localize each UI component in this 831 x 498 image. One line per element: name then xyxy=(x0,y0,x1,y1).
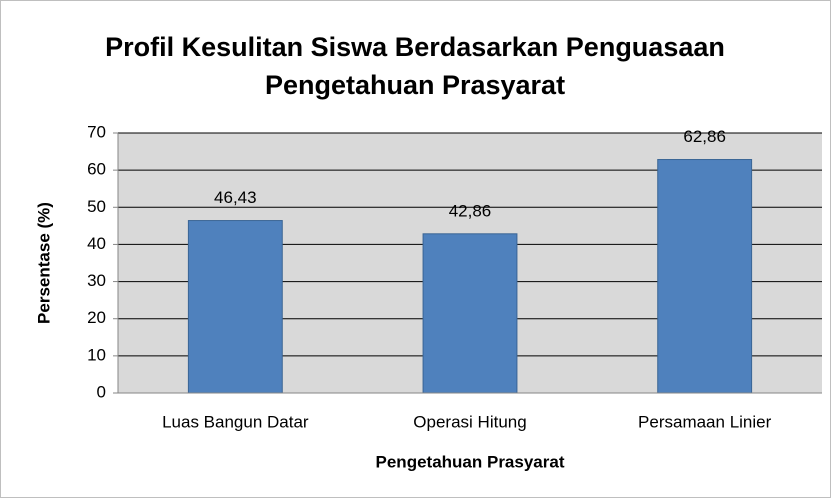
x-tick-label: Persamaan Linier xyxy=(638,412,772,431)
x-axis-label: Pengetahuan Prasyarat xyxy=(376,452,565,471)
data-label: 62,86 xyxy=(683,127,726,146)
y-tick-label: 30 xyxy=(87,271,106,290)
y-tick-label: 50 xyxy=(87,197,106,216)
bar xyxy=(422,233,518,394)
data-label: 46,43 xyxy=(214,188,257,207)
x-tick-label: Luas Bangun Datar xyxy=(162,412,309,431)
data-label: 42,86 xyxy=(449,201,492,220)
y-tick-label: 20 xyxy=(87,308,106,327)
y-tick-label: 0 xyxy=(97,382,106,401)
y-axis-label: Persentase (%) xyxy=(34,202,53,324)
y-tick-label: 40 xyxy=(87,234,106,253)
y-tick-label: 10 xyxy=(87,345,106,364)
bar xyxy=(187,220,283,394)
x-tick-label: Operasi Hitung xyxy=(413,412,526,431)
chart-title: Profil Kesulitan Siswa Berdasarkan Pengu… xyxy=(105,32,725,100)
y-tick-label: 70 xyxy=(87,122,106,141)
y-tick-label: 60 xyxy=(87,160,106,179)
bar xyxy=(657,159,753,394)
